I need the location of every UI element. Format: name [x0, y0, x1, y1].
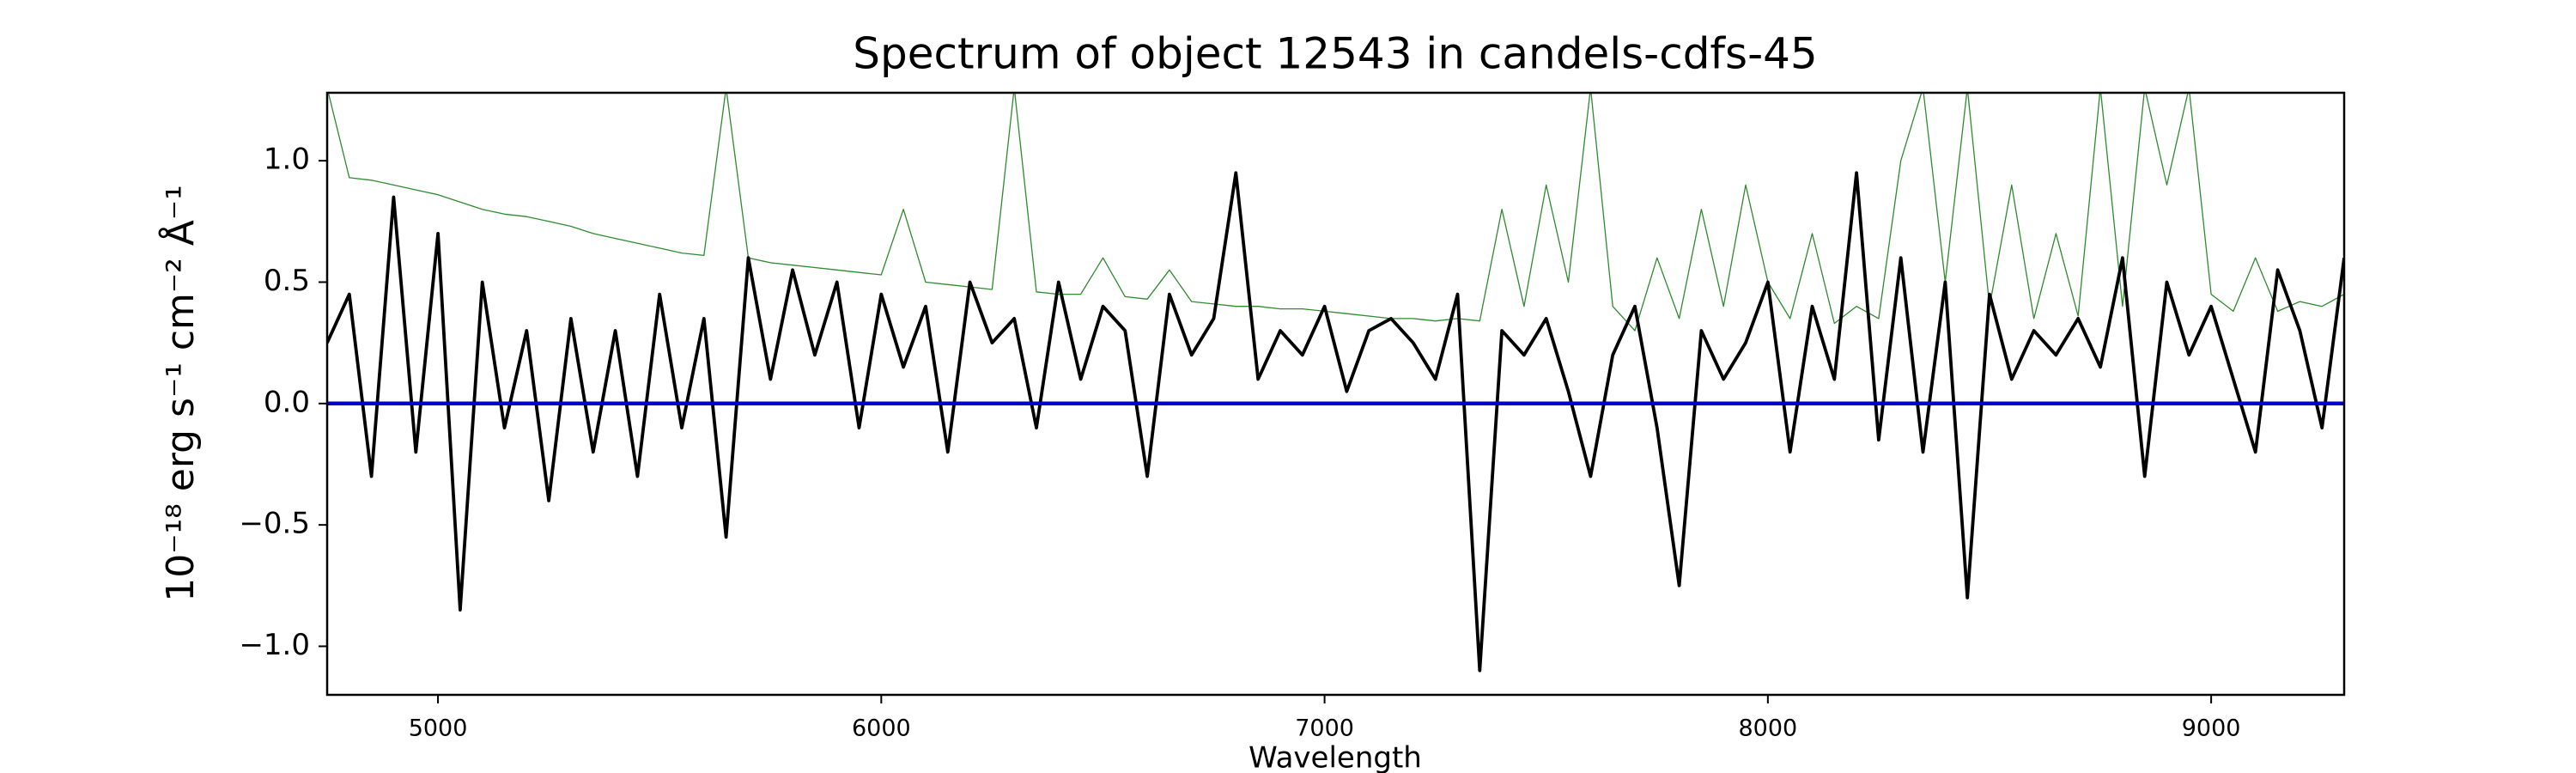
y-tick-label: −0.5 — [239, 507, 310, 541]
spectrum-line — [327, 171, 2344, 673]
x-tick-label: 7000 — [1295, 715, 1354, 742]
x-tick-label: 5000 — [409, 715, 468, 742]
plot-area — [327, 93, 2344, 673]
x-axis-label: Wavelength — [1249, 741, 1422, 773]
axes-frame — [325, 91, 2346, 697]
x-tick-label: 6000 — [852, 715, 911, 742]
chart-title: Spectrum of object 12543 in candels-cdfs… — [853, 29, 1818, 79]
x-tick-label: 8000 — [1738, 715, 1797, 742]
y-axis-label: 10⁻¹⁸ erg s⁻¹ cm⁻² Å⁻¹ — [157, 185, 203, 601]
y-tick-label: −1.0 — [239, 628, 310, 662]
spectrum-line — [327, 93, 2344, 332]
y-tick-label: 0.0 — [264, 385, 310, 419]
y-tick-label: 1.0 — [264, 143, 310, 177]
x-tick-label: 9000 — [2182, 715, 2241, 742]
y-tick-label: 0.5 — [264, 264, 310, 298]
